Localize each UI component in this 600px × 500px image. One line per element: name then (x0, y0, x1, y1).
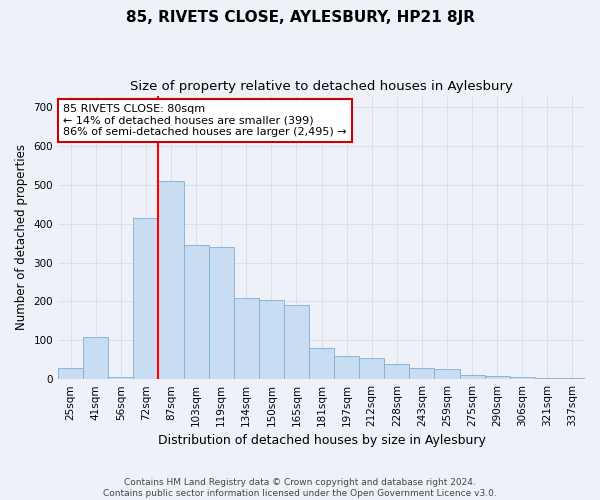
Bar (184, 245, 209, 379)
Title: Size of property relative to detached houses in Aylesbury: Size of property relative to detached ho… (130, 80, 513, 93)
Bar (58, 368, 83, 379)
Bar (409, 368, 434, 379)
Bar (460, 374, 485, 379)
Bar (309, 348, 334, 379)
Bar (284, 306, 309, 379)
Text: 85, RIVETS CLOSE, AYLESBURY, HP21 8JR: 85, RIVETS CLOSE, AYLESBURY, HP21 8JR (125, 10, 475, 25)
Bar (560, 378, 585, 379)
Bar (133, 218, 158, 379)
Text: 85 RIVETS CLOSE: 80sqm
← 14% of detached houses are smaller (399)
86% of semi-de: 85 RIVETS CLOSE: 80sqm ← 14% of detached… (64, 104, 347, 138)
Bar (334, 356, 359, 379)
Bar (108, 377, 133, 379)
Bar (384, 364, 409, 379)
Bar (510, 377, 535, 379)
Bar (209, 247, 233, 379)
Bar (83, 337, 108, 379)
Bar (233, 298, 259, 379)
Text: Contains HM Land Registry data © Crown copyright and database right 2024.
Contai: Contains HM Land Registry data © Crown c… (103, 478, 497, 498)
Y-axis label: Number of detached properties: Number of detached properties (15, 144, 28, 330)
Bar (359, 358, 384, 379)
Bar (259, 300, 284, 379)
Bar (434, 368, 460, 379)
Bar (158, 181, 184, 379)
Bar (485, 376, 510, 379)
Bar (535, 378, 560, 379)
X-axis label: Distribution of detached houses by size in Aylesbury: Distribution of detached houses by size … (158, 434, 485, 448)
